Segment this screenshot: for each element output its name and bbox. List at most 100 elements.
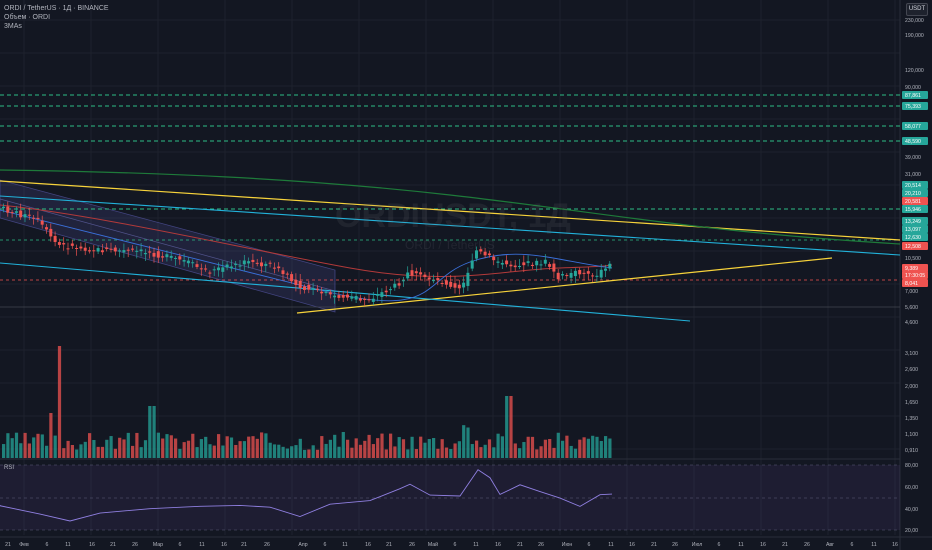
symbol-title[interactable]: ORDI / TetherUS · 1Д · BINANCE bbox=[4, 5, 109, 12]
rsi-pane[interactable] bbox=[0, 464, 900, 531]
time-axis-label: 11 bbox=[738, 542, 743, 548]
candle-body bbox=[599, 269, 603, 278]
volume-bar bbox=[281, 446, 285, 458]
volume-bar bbox=[191, 433, 195, 458]
volume-bar bbox=[436, 448, 440, 458]
rsi-indicator-label[interactable]: RSI bbox=[4, 465, 15, 471]
candle-body bbox=[582, 272, 586, 274]
candle-body bbox=[376, 294, 380, 296]
time-axis-label: Апр bbox=[298, 542, 307, 548]
candle-body bbox=[225, 264, 229, 268]
candlesticks[interactable] bbox=[2, 201, 612, 306]
candle-body bbox=[14, 211, 18, 213]
candle-body bbox=[229, 266, 233, 269]
volume-bar bbox=[62, 448, 66, 458]
volume-bar bbox=[599, 441, 603, 458]
volume-bar bbox=[479, 447, 483, 458]
volume-bar bbox=[225, 436, 229, 458]
price-tag bbox=[902, 122, 928, 130]
mas-indicator-label[interactable]: 3MAs bbox=[4, 23, 22, 30]
cyan-upper-line bbox=[0, 195, 901, 256]
volume-bar bbox=[118, 437, 122, 458]
volume-bar bbox=[569, 445, 573, 458]
candle-body bbox=[393, 283, 397, 288]
price-tag bbox=[902, 242, 928, 250]
volume-bar bbox=[272, 444, 277, 458]
volume-bar bbox=[105, 439, 109, 458]
volume-bar bbox=[358, 444, 363, 458]
time-axis-label: 11 bbox=[199, 542, 204, 548]
time-axis-label: 21 bbox=[110, 542, 116, 548]
candle-body bbox=[70, 243, 74, 246]
candle-body bbox=[221, 267, 225, 272]
time-axis-label: 6 bbox=[851, 542, 854, 548]
candle-body bbox=[561, 274, 564, 276]
currency-button[interactable]: USDT bbox=[906, 3, 928, 16]
volume-bar bbox=[27, 443, 31, 458]
volume-bar bbox=[470, 444, 474, 458]
candle-body bbox=[380, 292, 384, 298]
candle-body bbox=[148, 251, 152, 253]
candle-body bbox=[384, 290, 388, 293]
volume-bar bbox=[182, 442, 186, 458]
price-axis-label: 1,350 bbox=[905, 416, 918, 422]
candle-body bbox=[66, 248, 70, 250]
time-axis-label: 11 bbox=[342, 542, 347, 548]
price-axis-label: 1,100 bbox=[905, 432, 918, 438]
volume-bar bbox=[487, 439, 492, 458]
trend-lines[interactable] bbox=[0, 180, 901, 322]
candle-body bbox=[19, 210, 23, 218]
volume-bar bbox=[135, 432, 139, 458]
time-axis[interactable]: 21 Фев 6 11 16 21 26 Мар 6 11 16 21 26 Апр 6 11 16 21 26 Ма… bbox=[5, 541, 898, 548]
candle-body bbox=[358, 298, 362, 301]
price-tag bbox=[902, 279, 928, 287]
time-axis-label: Май bbox=[428, 541, 438, 548]
candle-body bbox=[242, 260, 246, 265]
price-tag-label: 15,946 bbox=[905, 207, 921, 213]
candle-body bbox=[139, 249, 143, 252]
candle-body bbox=[414, 271, 418, 274]
horizontal-levels[interactable] bbox=[0, 94, 900, 308]
volume-bar bbox=[251, 436, 255, 458]
candle-body bbox=[337, 295, 341, 298]
candle-body bbox=[161, 256, 165, 258]
candle-body bbox=[363, 298, 367, 300]
price-axis[interactable]: 230,000 190,000 120,000 90,000 39,000 31,000 1… bbox=[902, 18, 928, 534]
volume-indicator-label[interactable]: Объем · ORDI bbox=[4, 14, 51, 21]
candle-body bbox=[32, 217, 36, 219]
candle-body bbox=[423, 274, 427, 277]
volume-bar bbox=[294, 445, 298, 458]
candle-body bbox=[518, 266, 521, 268]
price-axis-label: 20,00 bbox=[905, 528, 918, 534]
price-tag-label: 8,041 bbox=[905, 281, 918, 287]
volume-bar bbox=[535, 449, 539, 458]
volume-bar bbox=[277, 444, 281, 458]
candle-body bbox=[410, 270, 414, 276]
volume-bar bbox=[178, 448, 182, 458]
volume-bar bbox=[242, 441, 246, 458]
volume-bar bbox=[79, 444, 83, 458]
volume-bar bbox=[156, 432, 160, 458]
candle-body bbox=[208, 272, 212, 274]
price-axis-label: 80,00 bbox=[905, 463, 918, 469]
candle-body bbox=[346, 294, 349, 298]
candle-body bbox=[178, 256, 182, 260]
volume-bar bbox=[483, 444, 487, 458]
volume-bar bbox=[337, 446, 341, 458]
time-axis-label: 21 bbox=[5, 542, 11, 548]
volume-bar bbox=[96, 446, 100, 458]
time-axis-label: Июн bbox=[562, 542, 573, 548]
candle-body bbox=[10, 212, 14, 214]
price-tag-label: 9,389 bbox=[905, 266, 918, 272]
volume-bar bbox=[582, 437, 586, 458]
volume-bar bbox=[70, 444, 74, 458]
symbol-watermark: ORDIUSDT, 1Д bbox=[335, 197, 571, 235]
volume-bar bbox=[376, 438, 380, 458]
candle-body bbox=[105, 247, 109, 250]
candle-body bbox=[320, 291, 324, 294]
time-axis-label: 11 bbox=[871, 542, 876, 548]
candle-body bbox=[457, 284, 461, 289]
candle-body bbox=[169, 255, 173, 258]
symbol-watermark-sub: ORDI / TetherUS bbox=[405, 238, 495, 252]
